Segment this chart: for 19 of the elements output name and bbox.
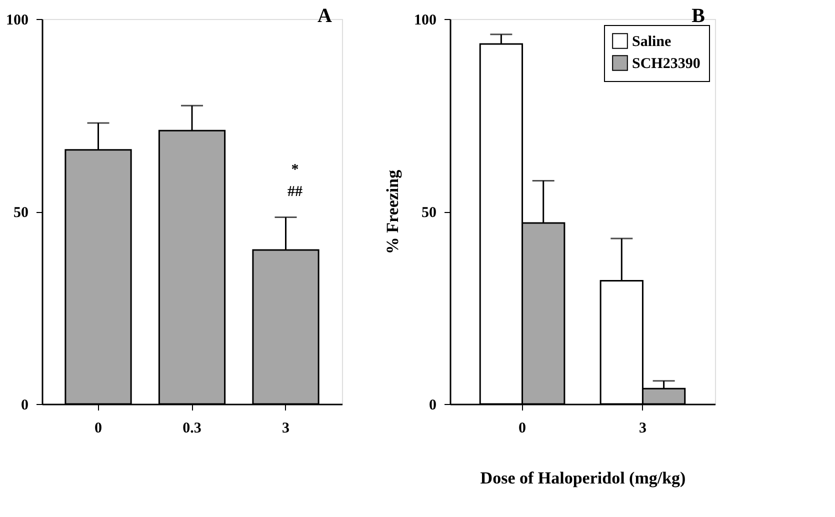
x-tick-label: 0 [94, 420, 102, 436]
y-tick-label: 50 [422, 205, 436, 221]
y-tick-label: 50 [14, 205, 28, 221]
annotation: ## [288, 184, 303, 200]
x-tick-label: 3 [638, 420, 646, 436]
x-tick-label: 3 [282, 420, 290, 436]
legend-label: Saline [632, 34, 672, 50]
y-tick-label: 100 [6, 12, 28, 28]
x-tick-label: 0 [518, 420, 526, 436]
y-axis-title: % Freezing [383, 169, 402, 254]
legend-label: SCH23390 [632, 56, 700, 72]
annotation: * [291, 162, 299, 178]
y-tick-label: 100 [414, 12, 436, 28]
chart-title: A [318, 5, 333, 27]
x-axis-title: Dose of Haloperidol (mg/kg) [480, 468, 686, 488]
chart-title: B [692, 5, 705, 27]
x-tick-label: 0.3 [182, 420, 202, 436]
y-tick-label: 0 [21, 398, 28, 414]
y-tick-label: 0 [429, 398, 436, 414]
